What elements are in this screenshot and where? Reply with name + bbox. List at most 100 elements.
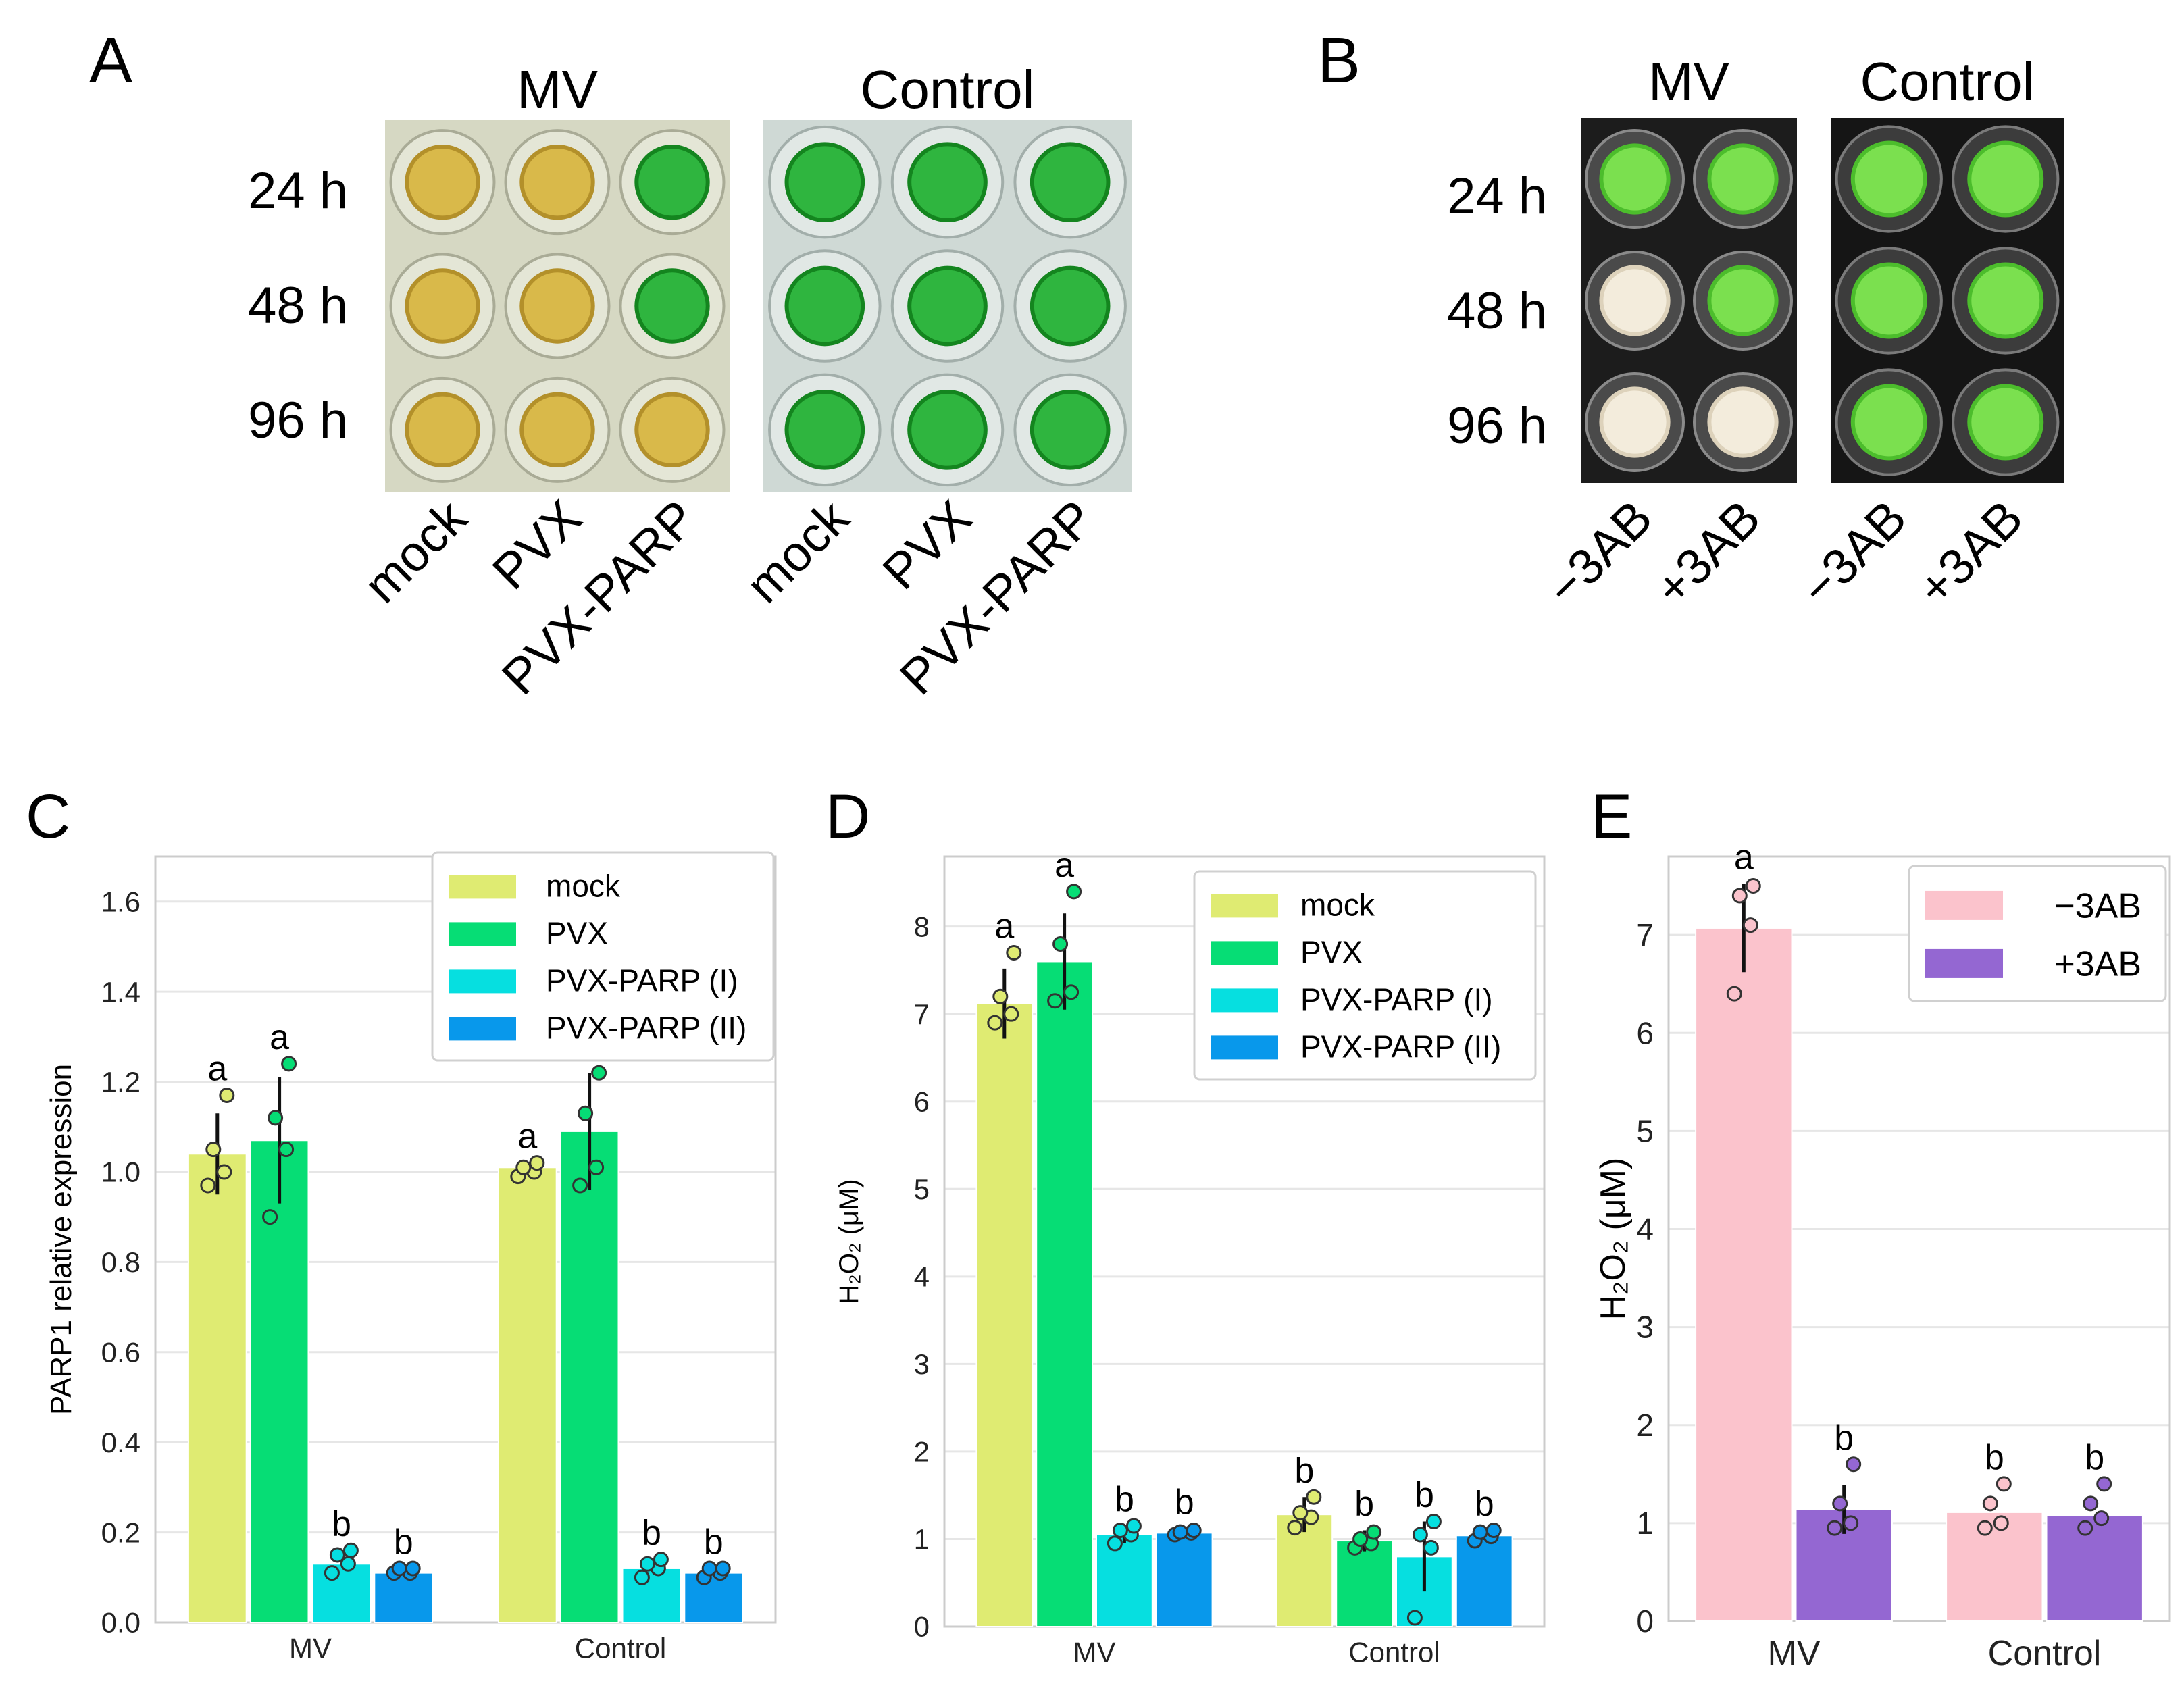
bar	[1155, 1532, 1213, 1628]
treatment-header: Control	[861, 59, 1035, 120]
time-label: 96 h	[1447, 397, 1547, 455]
y-tick-label: 7	[1636, 917, 1654, 952]
leaf-disc	[1707, 143, 1779, 215]
data-point	[2096, 1476, 2112, 1492]
column-label: +3AB	[1644, 490, 1771, 617]
leaf-disc	[784, 390, 865, 470]
time-label: 24 h	[248, 162, 348, 220]
significance-letter: b	[1415, 1476, 1434, 1515]
bar	[559, 1130, 619, 1623]
y-tick-label: 5	[1636, 1113, 1654, 1148]
y-tick-label: 0.0	[101, 1607, 141, 1639]
data-point	[205, 1142, 222, 1158]
bar	[1096, 1533, 1153, 1628]
data-point	[1066, 884, 1082, 900]
bar	[1695, 927, 1793, 1622]
y-tick-label: 0	[1636, 1604, 1654, 1639]
column-label: −3AB	[1535, 490, 1662, 617]
y-tick-label: 0.6	[101, 1336, 141, 1368]
significance-letter: b	[2085, 1438, 2104, 1477]
data-point	[1731, 888, 1748, 904]
leaf-disc	[907, 142, 988, 222]
leaf-disc	[1850, 262, 1927, 339]
treatment-header: Control	[1860, 51, 2035, 111]
data-point	[578, 1105, 594, 1121]
legend-swatch	[449, 969, 516, 994]
bar	[1336, 1540, 1393, 1627]
data-point	[1406, 1610, 1423, 1626]
leaf-disc	[1707, 265, 1779, 336]
legend-swatch	[1925, 948, 2003, 978]
y-tick-label: 4	[1636, 1212, 1654, 1247]
time-label: 24 h	[1447, 168, 1547, 225]
data-point	[391, 1560, 407, 1577]
data-point	[591, 1065, 607, 1081]
data-point	[1472, 1524, 1488, 1540]
panel-letter: B	[1317, 24, 1361, 97]
time-label: 48 h	[1447, 282, 1547, 340]
significance-letter: b	[1354, 1485, 1374, 1524]
y-tick-label: 1.0	[101, 1156, 141, 1188]
data-point	[1292, 1505, 1309, 1521]
significance-letter: a	[994, 907, 1014, 946]
legend-swatch	[1925, 890, 2003, 920]
bar	[975, 1002, 1034, 1627]
legend-swatch	[449, 875, 516, 899]
legend-swatch	[449, 922, 516, 946]
panel-letter: D	[826, 782, 870, 851]
leaf-disc	[1030, 390, 1111, 470]
leaf-disc	[1599, 386, 1671, 458]
data-point	[2083, 1495, 2099, 1512]
significance-letter: a	[207, 1050, 227, 1089]
column-label: mock	[353, 489, 478, 613]
chart-d: D 0 1 2 3 4 5 6 7 8 H₂O₂ (μM) MV a a b b Control b b b b mock…	[826, 782, 1546, 1668]
y-tick-label: 3	[914, 1348, 930, 1380]
bar	[497, 1167, 557, 1624]
legend-swatch	[1211, 988, 1278, 1013]
leaf-disc	[634, 268, 710, 344]
data-point	[1827, 1520, 1843, 1536]
legend-label: PVX-PARP (I)	[546, 963, 738, 998]
data-point	[200, 1177, 216, 1194]
legend-swatch	[1211, 894, 1278, 918]
legend-label: PVX	[546, 916, 608, 951]
y-axis-label: H₂O₂ (μM)	[1594, 1158, 1633, 1321]
data-point	[1186, 1523, 1202, 1538]
y-tick-label: 2	[914, 1436, 930, 1468]
legend-swatch	[1211, 1035, 1278, 1060]
data-point	[588, 1159, 605, 1175]
leaf-disc	[907, 390, 988, 470]
significance-letter: a	[270, 1018, 289, 1057]
data-point	[1287, 1520, 1303, 1536]
data-point	[1423, 1539, 1439, 1556]
y-tick-label: 1.2	[101, 1066, 141, 1098]
data-point	[1047, 993, 1063, 1009]
data-point	[1063, 984, 1080, 1000]
data-point	[1485, 1523, 1502, 1538]
significance-letter: b	[1294, 1451, 1314, 1490]
x-category-label: MV	[1073, 1637, 1116, 1668]
significance-letter: b	[704, 1523, 723, 1562]
data-point	[1125, 1518, 1142, 1534]
significance-letter: b	[1115, 1480, 1134, 1519]
y-tick-label: 8	[914, 911, 930, 942]
x-category-label: Control	[1348, 1637, 1440, 1668]
treatment-header: MV	[517, 59, 599, 120]
data-point	[1052, 936, 1069, 952]
significance-letter: a	[517, 1117, 537, 1156]
data-point	[1366, 1524, 1382, 1540]
significance-letter: a	[1055, 846, 1074, 885]
y-tick-label: 1.6	[101, 886, 141, 917]
data-point	[1107, 1535, 1123, 1552]
y-tick-label: 1	[1636, 1506, 1654, 1541]
y-tick-label: 1.4	[101, 976, 141, 1008]
bar	[1275, 1514, 1334, 1628]
legend-label: +3AB	[2054, 944, 2141, 983]
significance-letter: a	[1734, 838, 1754, 877]
y-tick-label: 0.2	[101, 1516, 141, 1548]
legend: −3AB +3AB	[1908, 865, 2167, 1002]
data-point	[987, 1015, 1003, 1031]
legend-swatch	[1211, 941, 1278, 965]
legend-label: −3AB	[2054, 886, 2141, 925]
column-label: PVX	[871, 490, 982, 600]
